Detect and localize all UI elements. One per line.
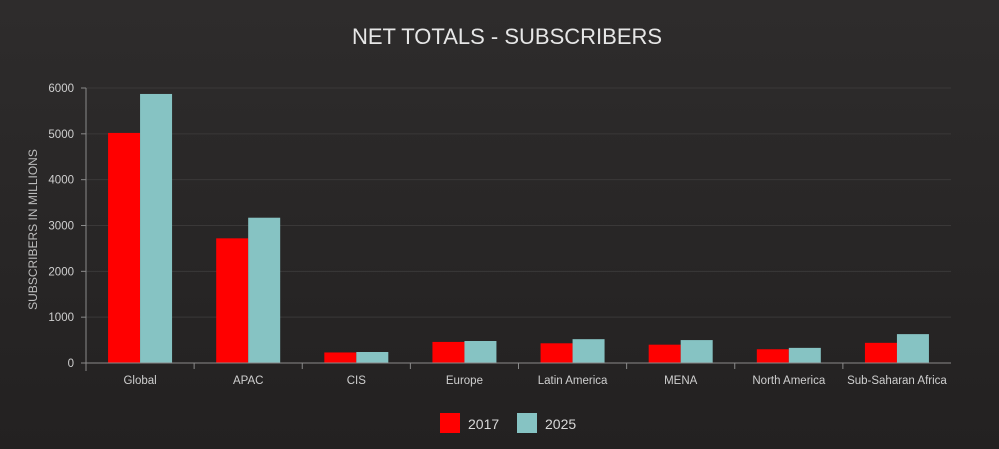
x-tick-label: Sub-Saharan Africa (847, 375, 947, 387)
bar-2017-sub-saharan-africa[interactable] (864, 342, 897, 363)
bar-2025-sub-saharan-africa[interactable] (896, 334, 929, 363)
x-tick-label: Europe (446, 375, 483, 387)
y-tick-label: 2000 (48, 266, 74, 278)
bar-2025-cis[interactable] (356, 352, 389, 363)
bar-2025-north-america[interactable] (788, 347, 821, 363)
y-axis-label: SUBSCRIBERS IN MILLIONS (26, 149, 40, 310)
bar-2025-mena[interactable] (680, 340, 713, 363)
bar-2017-latin-america[interactable] (540, 343, 573, 363)
legend-label-2017[interactable]: 2017 (468, 416, 499, 432)
bar-2017-mena[interactable] (648, 344, 681, 363)
grid (86, 87, 951, 318)
y-axis-ticks: 0 1000 2000 3000 4000 5000 6000 (48, 83, 86, 370)
bar-2017-apac[interactable] (216, 238, 249, 363)
y-tick-label: 1000 (48, 312, 74, 324)
bar-2025-europe[interactable] (464, 341, 497, 363)
legend-swatch-2025[interactable] (517, 413, 537, 433)
bar-2017-global[interactable] (108, 132, 141, 363)
y-tick-label: 0 (68, 358, 74, 370)
x-tick-label: APAC (233, 375, 263, 387)
bar-2017-north-america[interactable] (756, 349, 789, 363)
x-tick-label: Latin America (538, 375, 608, 387)
legend-swatch-2017[interactable] (440, 413, 460, 433)
legend-label-2025[interactable]: 2025 (545, 416, 576, 432)
bar-2017-cis[interactable] (324, 352, 357, 363)
bar-2025-global[interactable] (140, 93, 173, 363)
bar-2017-europe[interactable] (432, 341, 465, 363)
y-tick-label: 6000 (48, 83, 74, 95)
legend: 2017 2025 (440, 413, 576, 433)
x-tick-label: MENA (664, 375, 698, 387)
x-tick-label: CIS (347, 375, 367, 387)
y-tick-label: 5000 (48, 129, 74, 141)
bar-2025-latin-america[interactable] (572, 339, 605, 363)
bar-2025-apac[interactable] (248, 217, 281, 363)
x-axis-ticks: Global APAC CIS Europe Latin America MENA Nort… (123, 363, 947, 387)
y-tick-label: 4000 (48, 175, 74, 187)
y-tick-label: 3000 (48, 221, 74, 233)
x-tick-label: Global (123, 375, 156, 387)
x-tick-label: North America (752, 375, 825, 387)
bars (108, 93, 929, 363)
chart-title: NET TOTALS - SUBSCRIBERS (352, 24, 662, 49)
